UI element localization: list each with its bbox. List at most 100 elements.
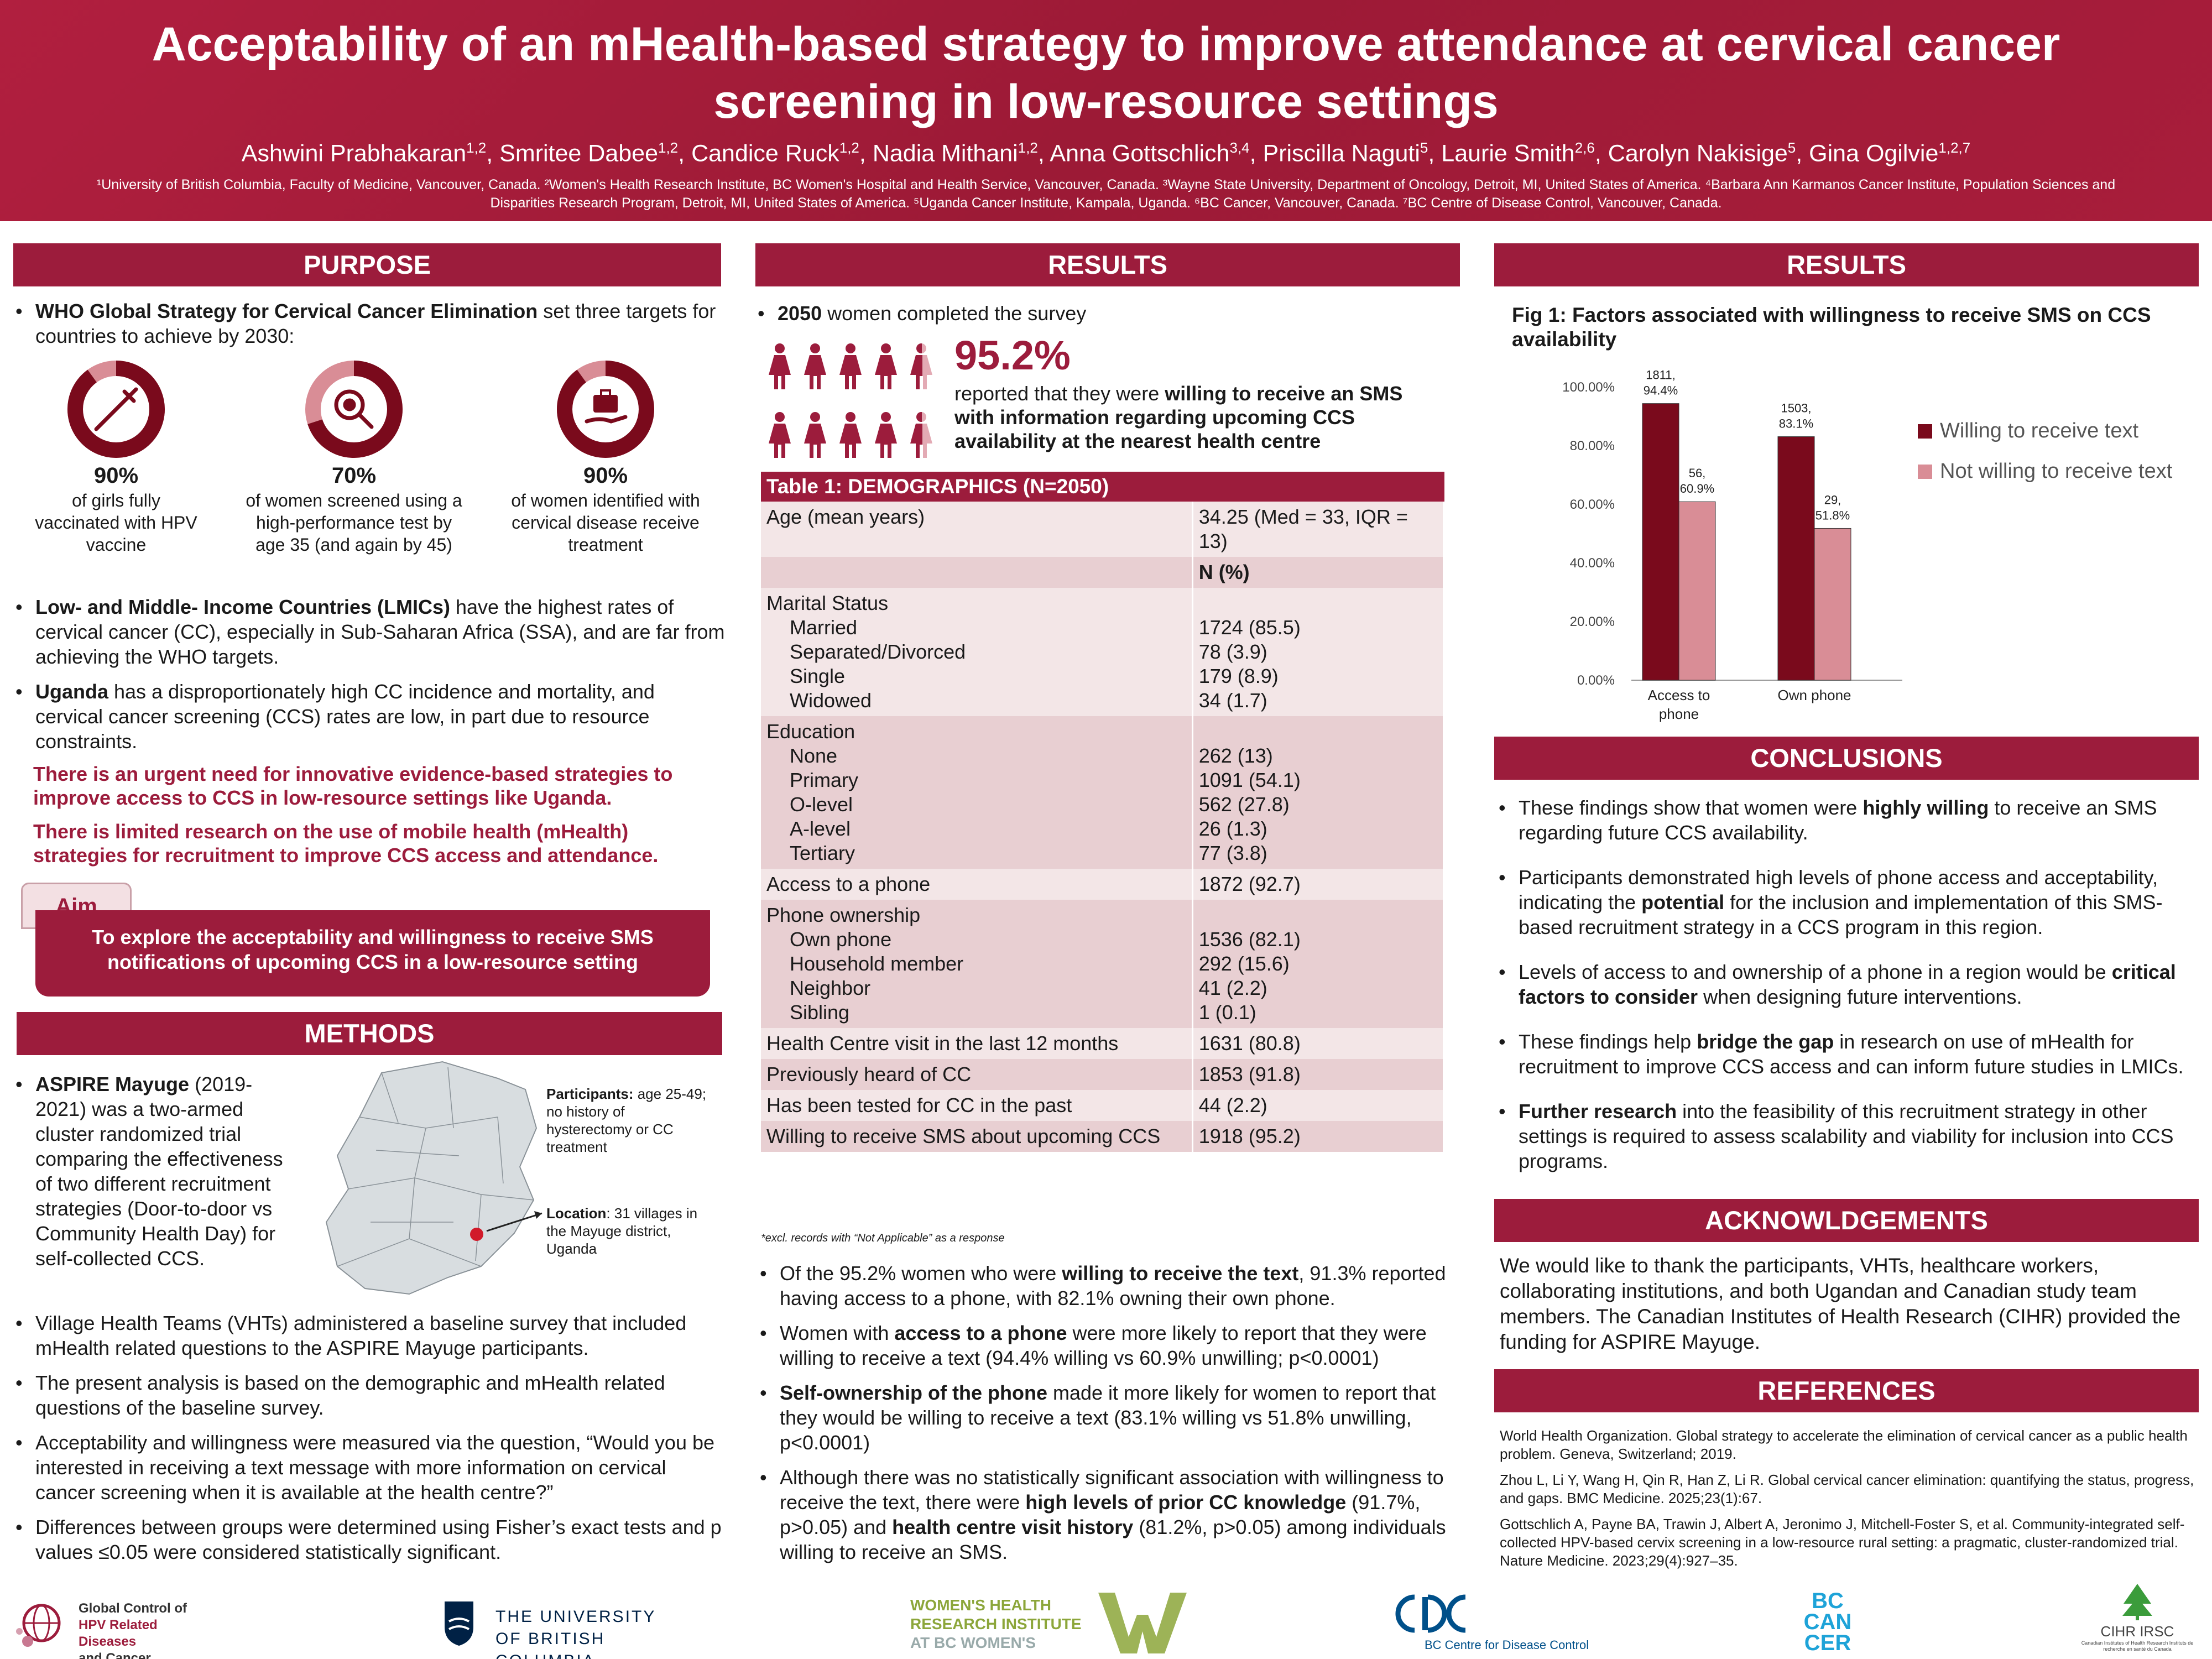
whri-line3: AT BC WOMEN'S xyxy=(910,1634,1036,1651)
author-affiliation-mark: 2,6 xyxy=(1574,139,1595,156)
c5-bold: Further research xyxy=(1519,1100,1677,1123)
table-sub-value: 179 (8.9) xyxy=(1198,665,1279,687)
conclusion-3: Levels of access to and ownership of a p… xyxy=(1496,959,2188,1009)
table-cell-label: Phone ownership Own phone Household member… xyxy=(761,900,1193,1028)
globe-icon xyxy=(16,1604,61,1647)
uganda-bold: Uganda xyxy=(35,680,109,703)
author-affiliation-mark: 1,2 xyxy=(839,139,859,156)
woman-figure-icon xyxy=(875,412,897,458)
woman-figure-icon xyxy=(839,412,862,458)
table-sub-value: 562 (27.8) xyxy=(1198,793,1290,816)
completed-text: women completed the survey xyxy=(822,302,1087,325)
table-cell-value: 44 (2.2) xyxy=(1192,1090,1445,1121)
c4-bold: bridge the gap xyxy=(1697,1030,1834,1053)
target-caption: of women identified with cervical diseas… xyxy=(511,491,700,555)
data-label: 83.1% xyxy=(1779,417,1813,431)
bc-cancer-line1: BC xyxy=(1812,1589,1844,1613)
woman-figure-icon xyxy=(875,343,897,389)
syringe-icon xyxy=(94,387,138,431)
table-sub-label: Tertiary xyxy=(790,842,855,864)
bar xyxy=(1642,403,1679,681)
author-name: Laurie Smith xyxy=(1441,140,1575,167)
table-sub-label: Widowed xyxy=(790,689,872,712)
reference-item: Gottschlich A, Payne BA, Trawin J, Alber… xyxy=(1500,1516,2185,1569)
aim-text: To explore the acceptability and willing… xyxy=(35,910,710,997)
author-affiliation-mark: 1,2 xyxy=(658,139,679,156)
author-list: Ashwini Prabhakaran1,2, Smritee Dabee1,2… xyxy=(241,139,1971,167)
participants-note: Participants: age 25-49; no history of h… xyxy=(546,1085,712,1156)
analysis-bullet: The present analysis is based on the dem… xyxy=(13,1370,727,1420)
data-label: 60.9% xyxy=(1680,482,1714,495)
table-cell-label: Health Centre visit in the last 12 month… xyxy=(761,1028,1193,1059)
legend-swatch-not-willing xyxy=(1918,464,1932,479)
table-sub-value: 1 (0.1) xyxy=(1198,1001,1256,1024)
references-list: World Health Organization. Global strate… xyxy=(1500,1427,2198,1578)
c1-a: These findings show that women were xyxy=(1519,796,1863,819)
c2-bold: potential xyxy=(1641,891,1725,914)
table-sub-label: Sibling xyxy=(790,1001,850,1024)
r2-a: Women with xyxy=(780,1322,895,1344)
data-label: 51.8% xyxy=(1815,508,1850,522)
bar xyxy=(1678,501,1716,681)
author-name: Anna Gottschlich xyxy=(1050,140,1230,167)
table-cell-value: 262 (13) 1091 (54.1) 562 (27.8) 26 (1.3) 77 … xyxy=(1192,716,1445,869)
people-icon-grid xyxy=(765,343,948,465)
author-name: Nadia Mithani xyxy=(872,140,1018,167)
conclusions-heading: CONCLUSIONS xyxy=(1494,737,2199,780)
location-arrow xyxy=(486,1211,542,1232)
r2-bold: access to a phone xyxy=(894,1322,1067,1344)
conclusions-list: These findings show that women were high… xyxy=(1496,795,2188,1183)
table-sub-value: 262 (13) xyxy=(1198,744,1273,767)
whri-w-icon xyxy=(1098,1593,1187,1653)
c1-bold: highly willing xyxy=(1863,796,1989,819)
table-row: Age (mean years) 34.25 (Med = 33, IQR = 1… xyxy=(761,502,1445,557)
table-sub-label: O-level xyxy=(790,793,853,816)
data-label: 1503, xyxy=(1781,401,1811,415)
bar-chart: 0.00% 20.00% 40.00% 60.00% 80.00% 100.00% 1811… xyxy=(1562,368,1902,722)
purpose-heading: PURPOSE xyxy=(13,243,721,286)
c2-b: for the inclusion and implementation of … xyxy=(1519,891,2163,938)
whri-logo: WOMEN'S HEALTH RESEARCH INSTITUTE AT BC … xyxy=(910,1593,1220,1653)
table-row: Access to a phone 1872 (92.7) xyxy=(761,869,1445,900)
table-row: Has been tested for CC in the past 44 (2.… xyxy=(761,1090,1445,1121)
uganda-bullet: Uganda has a disproportionately high CC … xyxy=(13,679,727,754)
table-sub-label: Neighbor xyxy=(790,977,871,999)
r4-a: Although there was no statistically sign… xyxy=(780,1466,1444,1514)
table-sub-value: 41 (2.2) xyxy=(1198,977,1267,999)
table-cell-value: 1872 (92.7) xyxy=(1192,869,1445,900)
table-row: N (%) xyxy=(761,557,1445,588)
table-cell-label: Education None Primary O-level A-level Tertia… xyxy=(761,716,1193,869)
c3-a: Levels of access to and ownership of a p… xyxy=(1519,961,2112,983)
table-cell-label: Age (mean years) xyxy=(761,502,1193,557)
cdc-letters-icon xyxy=(1395,1594,1466,1633)
lmic-text: have the highest rates of cervical cance… xyxy=(35,596,725,668)
purpose-bullets-lmic: Low- and Middle- Income Countries (LMICs… xyxy=(13,594,727,764)
methods-bullets: Village Health Teams (VHTs) administered… xyxy=(13,1311,727,1574)
big-percentage: 95.2% xyxy=(954,332,1071,378)
table-cell-value: 1536 (82.1) 292 (15.6) 41 (2.2) 1 (0.1) xyxy=(1192,900,1445,1028)
woman-figure-icon xyxy=(769,343,791,389)
author-name: Ashwini Prabhakaran xyxy=(241,140,467,167)
woman-figure-icon xyxy=(839,343,862,389)
c4-b: in research on use of mHealth for recrui… xyxy=(1519,1030,2184,1078)
results-bullets: Of the 95.2% women who were willing to r… xyxy=(758,1261,1459,1574)
author-affiliation-mark: 1,2 xyxy=(466,139,487,156)
target-pct: 90% xyxy=(93,463,139,488)
table-sub-label: Married xyxy=(790,616,858,639)
participants-text: age 25-49; no history of hysterectomy or… xyxy=(546,1086,707,1155)
author-affiliation-mark: 5 xyxy=(1420,139,1428,156)
willing-prefix: reported that they were xyxy=(954,382,1165,405)
r4-c: (81.2%, p>0.05) among individuals willin… xyxy=(780,1516,1446,1563)
table-cell-value: N (%) xyxy=(1192,557,1445,588)
r4-bold1: high levels of prior CC knowledge xyxy=(1025,1491,1347,1514)
target-caption: of women screened using a high-performan… xyxy=(246,491,462,555)
methods-aspire: ASPIRE Mayuge (2019-2021) was a two-arme… xyxy=(13,1072,301,1281)
reference-item: World Health Organization. Global strate… xyxy=(1500,1427,2188,1462)
demographics-table: Age (mean years) 34.25 (Med = 33, IQR = 1… xyxy=(761,502,1445,1152)
uganda-text: has a disproportionately high CC inciden… xyxy=(35,680,655,753)
aspire-text: (2019-2021) was a two-armed cluster rand… xyxy=(35,1073,283,1270)
c3-bold: critical factors to consider xyxy=(1519,961,2176,1008)
mayuge-location-marker xyxy=(470,1228,483,1241)
medkit-hand-icon xyxy=(585,389,628,424)
gc-line1: Global Control of xyxy=(79,1601,187,1616)
